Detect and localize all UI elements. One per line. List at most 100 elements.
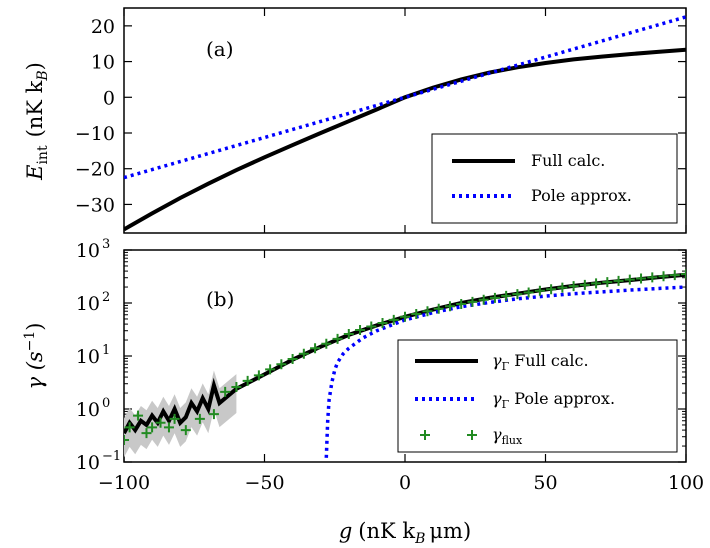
- gamma-flux-marker: [579, 279, 590, 290]
- gamma-flux-marker: [400, 311, 410, 322]
- gamma-flux-marker: [602, 277, 613, 288]
- gamma-flux-marker: [298, 348, 309, 359]
- gamma-flux-marker: [133, 410, 144, 421]
- panel-a-series: [124, 15, 686, 232]
- y-tick-exponent-b: 3: [102, 237, 110, 252]
- panel-b-ylabel: γ (s−1): [22, 322, 47, 389]
- y-tick-label-b: 10: [76, 452, 100, 474]
- y-tick-exponent-b: −1: [102, 449, 121, 464]
- x-tick-label-b: −50: [244, 472, 284, 494]
- gamma-flux-marker: [265, 364, 276, 375]
- y-tick-label-a: −10: [75, 123, 115, 145]
- y-tick-label-a: −20: [75, 159, 115, 181]
- gamma-flux-marker: [141, 428, 152, 439]
- panel-a-label: (a): [206, 37, 234, 61]
- gamma-flux-marker: [310, 343, 321, 354]
- gamma-flux-marker: [501, 290, 512, 301]
- gamma-flux-marker: [478, 294, 489, 305]
- gamma-flux-marker: [681, 269, 686, 280]
- legend-flux-marker: [420, 430, 430, 440]
- gamma-flux-marker: [658, 271, 669, 282]
- gamma-flux-marker: [124, 435, 129, 446]
- gamma-flux-marker: [411, 309, 422, 320]
- gamma-flux-marker: [242, 375, 253, 386]
- gamma-flux-marker: [253, 370, 264, 381]
- gamma-flux-marker: [220, 386, 231, 397]
- legend-gamma-flux-label: γflux: [492, 425, 523, 447]
- y-tick-label-b: 10: [76, 399, 100, 421]
- gamma-flux-marker: [647, 272, 658, 283]
- legend-gamma-full-label: γΓ Full calc.: [492, 351, 589, 373]
- y-tick-label-a: −30: [75, 194, 115, 216]
- y-tick-label-b: 10: [76, 293, 100, 315]
- x-tick-label-b: 0: [399, 472, 411, 494]
- legend-full-calc-label: Full calc.: [531, 151, 605, 170]
- gamma-flux-marker: [208, 409, 219, 420]
- panel-a: 20 10 0 −10 −20 −30 (a) Eint(nK kB) Full calc…: [23, 7, 687, 234]
- gamma-flux-marker: [624, 274, 635, 285]
- panel-a-y-ticks: 20 10 0 −10 −20 −30: [75, 8, 687, 233]
- legend-gamma-flux-markers: [420, 430, 477, 440]
- gamma-flux-marker: [557, 282, 568, 293]
- gamma-full-uncertainty-band: [124, 370, 237, 458]
- gamma-flux-marker: [568, 281, 579, 292]
- y-tick-exponent-b: 1: [102, 343, 110, 358]
- legend-pole-approx-label: Pole approx.: [531, 186, 632, 205]
- gamma-flux-marker: [231, 382, 242, 393]
- full-calc-line: [124, 47, 686, 232]
- y-tick-label-a: 20: [91, 16, 115, 38]
- panel-a-ylabel: Eint(nK kB): [23, 62, 51, 181]
- y-tick-exponent-b: 2: [102, 290, 110, 305]
- panel-b-uncertainty-band: [124, 370, 237, 458]
- panel-b-xlabel: g (nK kB μm): [339, 519, 471, 547]
- gamma-flux-marker: [591, 278, 602, 289]
- legend-flux-marker: [467, 430, 477, 440]
- gamma-flux-marker: [456, 298, 467, 309]
- gamma-flux-marker: [546, 284, 557, 295]
- panel-a-legend: Full calc. Pole approx.: [431, 133, 678, 224]
- gamma-flux-marker: [433, 303, 444, 314]
- y-tick-label-a: 0: [103, 87, 115, 109]
- gamma-flux-marker: [163, 422, 174, 433]
- gamma-flux-marker: [355, 324, 366, 335]
- gamma-flux-marker: [489, 292, 500, 303]
- panel-a-legend-box: [431, 133, 678, 224]
- x-tick-label-b: 50: [533, 472, 557, 494]
- gamma-flux-marker: [636, 273, 647, 284]
- gamma-flux-marker: [669, 270, 680, 281]
- gamma-flux-marker: [422, 306, 433, 317]
- gamma-flux-marker: [467, 296, 478, 307]
- gamma-flux-marker: [388, 314, 399, 325]
- gamma-flux-marker: [147, 422, 158, 433]
- x-tick-label-b: 100: [668, 472, 704, 494]
- gamma-flux-marker: [155, 417, 166, 428]
- y-tick-label-b: 10: [76, 240, 100, 262]
- gamma-flux-marker: [321, 338, 332, 349]
- gamma-flux-marker: [377, 317, 388, 328]
- panel-b-label: (b): [206, 287, 234, 311]
- panel-b-series: [124, 269, 686, 458]
- y-tick-exponent-b: 0: [102, 396, 110, 411]
- gamma-flux-marker: [169, 413, 180, 424]
- gamma-flux-marker: [512, 289, 523, 300]
- gamma-flux-marker: [194, 413, 205, 424]
- gamma-flux-marker: [332, 333, 343, 344]
- gamma-flux-marker: [444, 301, 455, 312]
- y-tick-label-a: 10: [91, 52, 115, 74]
- x-tick-label-b: −100: [98, 472, 150, 494]
- gamma-flux-marker: [276, 359, 287, 370]
- gamma-flux-marker: [534, 285, 545, 296]
- gamma-flux-marker: [124, 422, 135, 433]
- gamma-flux-marker: [366, 321, 377, 332]
- gamma-flux-marker: [287, 353, 298, 364]
- gamma-flux-marker: [180, 425, 191, 436]
- y-tick-label-b: 10: [76, 346, 100, 368]
- legend-gamma-pole-label: γΓ Pole approx.: [492, 389, 615, 411]
- panel-b-legend: γΓ Full calc. γΓ Pole approx. γflux: [397, 339, 678, 453]
- gamma-flux-marker: [523, 287, 534, 298]
- gamma-flux-marker: [343, 329, 354, 340]
- panel-b-legend-box: [397, 339, 678, 453]
